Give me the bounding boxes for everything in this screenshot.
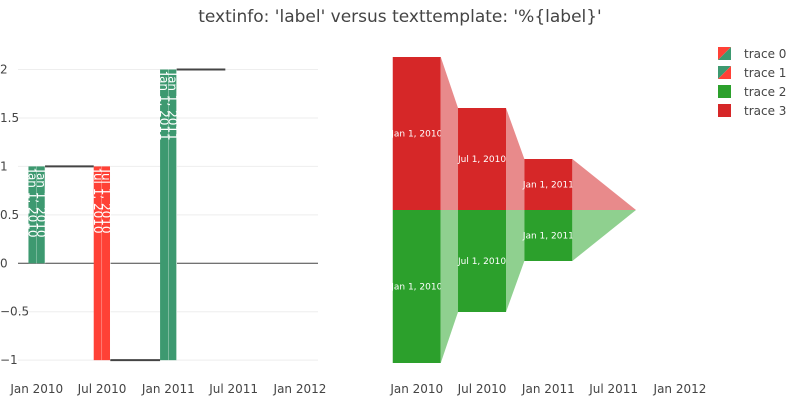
funnel-label: Jan 1, 2011	[522, 181, 574, 191]
funnel-bar	[524, 159, 573, 210]
legend-swatch-part	[718, 47, 731, 60]
funnel-bar	[458, 108, 507, 210]
funnel-connector	[440, 210, 459, 363]
funnel-label: Jan 1, 2010	[390, 130, 442, 140]
y-tick-label: −1	[0, 353, 18, 367]
funnel-label: Jul 1, 2010	[457, 257, 506, 267]
x-tick-label: Jan 2010	[9, 382, 63, 396]
funnel-bar	[458, 210, 507, 312]
x-tick-label: Jul 2010	[457, 382, 507, 396]
x-tick-label: Jul 2010	[77, 382, 127, 396]
funnel-connector	[572, 210, 636, 261]
chart-title: textinfo: 'label' versus texttemplate: '…	[198, 7, 602, 27]
x-tick-label: Jan 2011	[141, 382, 195, 396]
funnel-connector	[440, 57, 459, 210]
funnel-label: Jul 1, 2010	[457, 155, 506, 165]
bar-label: Jan 1, 2011	[157, 72, 171, 141]
funnel-label: Jan 1, 2010	[390, 283, 442, 293]
bar-label: Jan 1, 2010	[34, 168, 48, 237]
x-tick-label: Jul 2011	[208, 382, 258, 396]
funnel-connector	[506, 210, 525, 312]
y-tick-label: −0.5	[0, 305, 29, 319]
bar-label: Jan 1, 2011	[166, 72, 180, 141]
y-tick-label: 1	[0, 159, 8, 173]
legend-swatch-part	[718, 66, 731, 79]
legend-label: trace 3	[744, 104, 786, 118]
waterfall-bar	[168, 69, 177, 361]
legend-label: trace 2	[744, 85, 786, 99]
x-tick-label: Jan 2012	[273, 382, 327, 396]
bar-label: Jul 1, 2010	[99, 168, 113, 233]
bar-label: Jan 1, 2010	[26, 168, 40, 237]
legend-swatch	[718, 85, 731, 98]
waterfall-bar	[93, 166, 103, 361]
waterfall-bar	[28, 166, 37, 264]
funnel-plot: Jan 1, 2010 Jul 1, 2010 Jan 1, 2011 Jan 1, …	[389, 57, 706, 396]
y-tick-label: 0.5	[0, 208, 19, 222]
y-tick-label: 0	[0, 256, 8, 270]
y-tick-label: 2	[0, 63, 8, 77]
funnel-connector	[506, 108, 525, 210]
x-tick-label: Jan 2011	[521, 382, 575, 396]
legend-swatch	[718, 104, 731, 117]
legend-label: trace 0	[744, 47, 786, 61]
funnel-bar	[392, 210, 441, 363]
legend: trace 0 trace 1 trace 2 trace 3	[718, 47, 786, 118]
funnel-bar	[392, 57, 441, 210]
funnel-bar	[524, 210, 573, 261]
waterfall-bar	[102, 166, 111, 361]
bar-label: Jul 1, 2010	[91, 168, 105, 233]
x-tick-label: Jan 2010	[389, 382, 443, 396]
waterfall-plot: 2 1.5 1 0.5 0 −0.5 −1 Jan 2010 Jul 2010 Jan 2011 J…	[0, 63, 326, 396]
x-tick-label: Jul 2011	[588, 382, 638, 396]
legend-label: trace 1	[744, 66, 786, 80]
funnel-label: Jan 1, 2011	[522, 232, 574, 242]
y-tick-label: 1.5	[0, 111, 19, 125]
x-tick-label: Jan 2012	[653, 382, 707, 396]
waterfall-bar	[36, 166, 46, 264]
funnel-connector	[572, 159, 636, 210]
waterfall-bar	[160, 69, 169, 361]
